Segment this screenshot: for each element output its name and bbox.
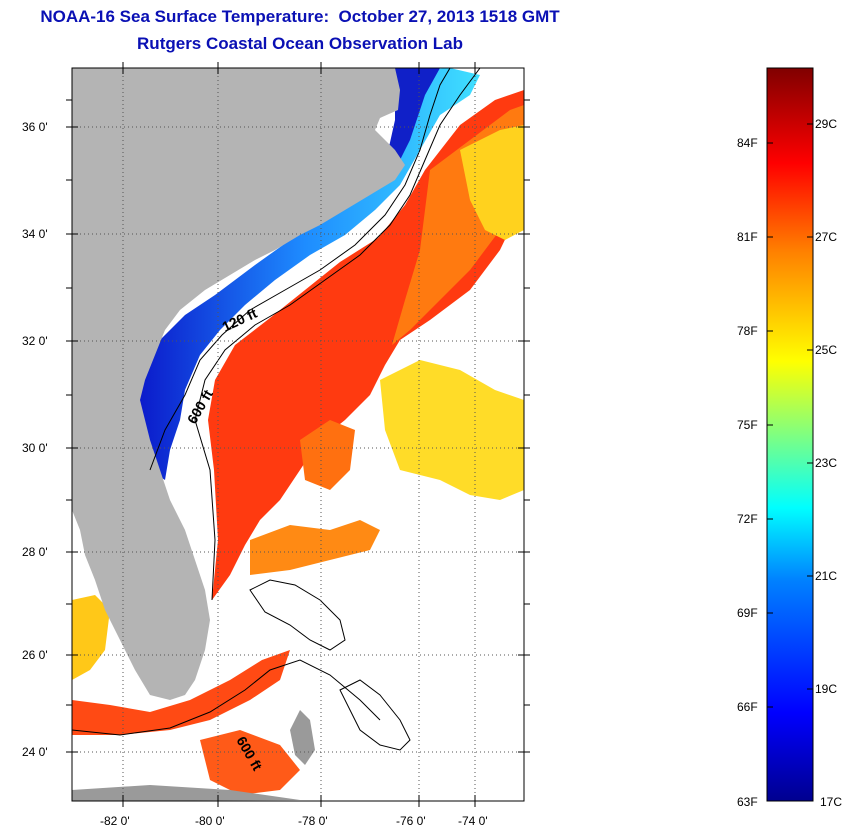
colorbar-label-19C: 19C xyxy=(815,682,837,696)
map-subtitle: Rutgers Coastal Ocean Observation Lab xyxy=(137,34,463,53)
lon-label-76: -76 0' xyxy=(396,814,426,828)
axis-ticks xyxy=(66,62,530,807)
colorbar-label-81F: 81F xyxy=(737,230,758,244)
yellow-patch-east xyxy=(380,360,524,500)
yellow-offshore-water xyxy=(460,125,524,240)
lat-label-36: 36 0' xyxy=(22,120,48,134)
colorbar-label-23C: 23C xyxy=(815,456,837,470)
colorbar-label-21C: 21C xyxy=(815,569,837,583)
colorbar-label-72F: 72F xyxy=(737,512,758,526)
colorbar-label-25C: 25C xyxy=(815,343,837,357)
contour-bahamas-2 xyxy=(339,679,411,751)
colorbar-label-75F: 75F xyxy=(737,418,758,432)
lat-label-32: 32 0' xyxy=(22,334,48,348)
colorbar-label-84F: 84F xyxy=(737,136,758,150)
warm-orange-patch-2 xyxy=(250,520,380,575)
graticule xyxy=(72,68,524,801)
contour-120ft xyxy=(149,68,451,471)
colorbar-label-29C: 29C xyxy=(815,117,837,131)
lat-label-24: 24 0' xyxy=(22,745,48,759)
lat-label-28: 28 0' xyxy=(22,545,48,559)
warm-orange-patch xyxy=(300,420,355,490)
colorbar-label-78F: 78F xyxy=(737,324,758,338)
lat-label-30: 30 0' xyxy=(22,441,48,455)
lon-label-78: -78 0' xyxy=(298,814,328,828)
colorbar-label-69F: 69F xyxy=(737,606,758,620)
colorbar-label-63F: 63F xyxy=(737,795,758,809)
colorbar-label-27C: 27C xyxy=(815,230,837,244)
colorbar xyxy=(766,67,814,802)
map-frame xyxy=(71,67,525,802)
lon-label-74: -74 0' xyxy=(458,814,488,828)
colorbar-ticks xyxy=(767,123,813,708)
us-southeast-land xyxy=(72,68,405,700)
lat-label-34: 34 0' xyxy=(22,227,48,241)
colorbar-label-66F: 66F xyxy=(737,700,758,714)
lat-label-26: 26 0' xyxy=(22,648,48,662)
colorbar-label-17C: 17C xyxy=(820,795,842,809)
cuba-land xyxy=(72,785,300,801)
yellow-patch-west xyxy=(72,595,110,680)
lon-label-80: -80 0' xyxy=(195,814,225,828)
southern-warm-patches xyxy=(200,730,300,795)
bahamas-land xyxy=(290,710,315,765)
florida-keys-warm-water xyxy=(72,650,290,735)
contour-bahamas xyxy=(249,579,346,651)
map-title: NOAA-16 Sea Surface Temperature: October… xyxy=(40,7,560,26)
contour-600ft xyxy=(194,68,481,601)
map-area: 120 ft 600 ft 600 ft xyxy=(72,68,524,801)
lon-label-82: -82 0' xyxy=(100,814,130,828)
